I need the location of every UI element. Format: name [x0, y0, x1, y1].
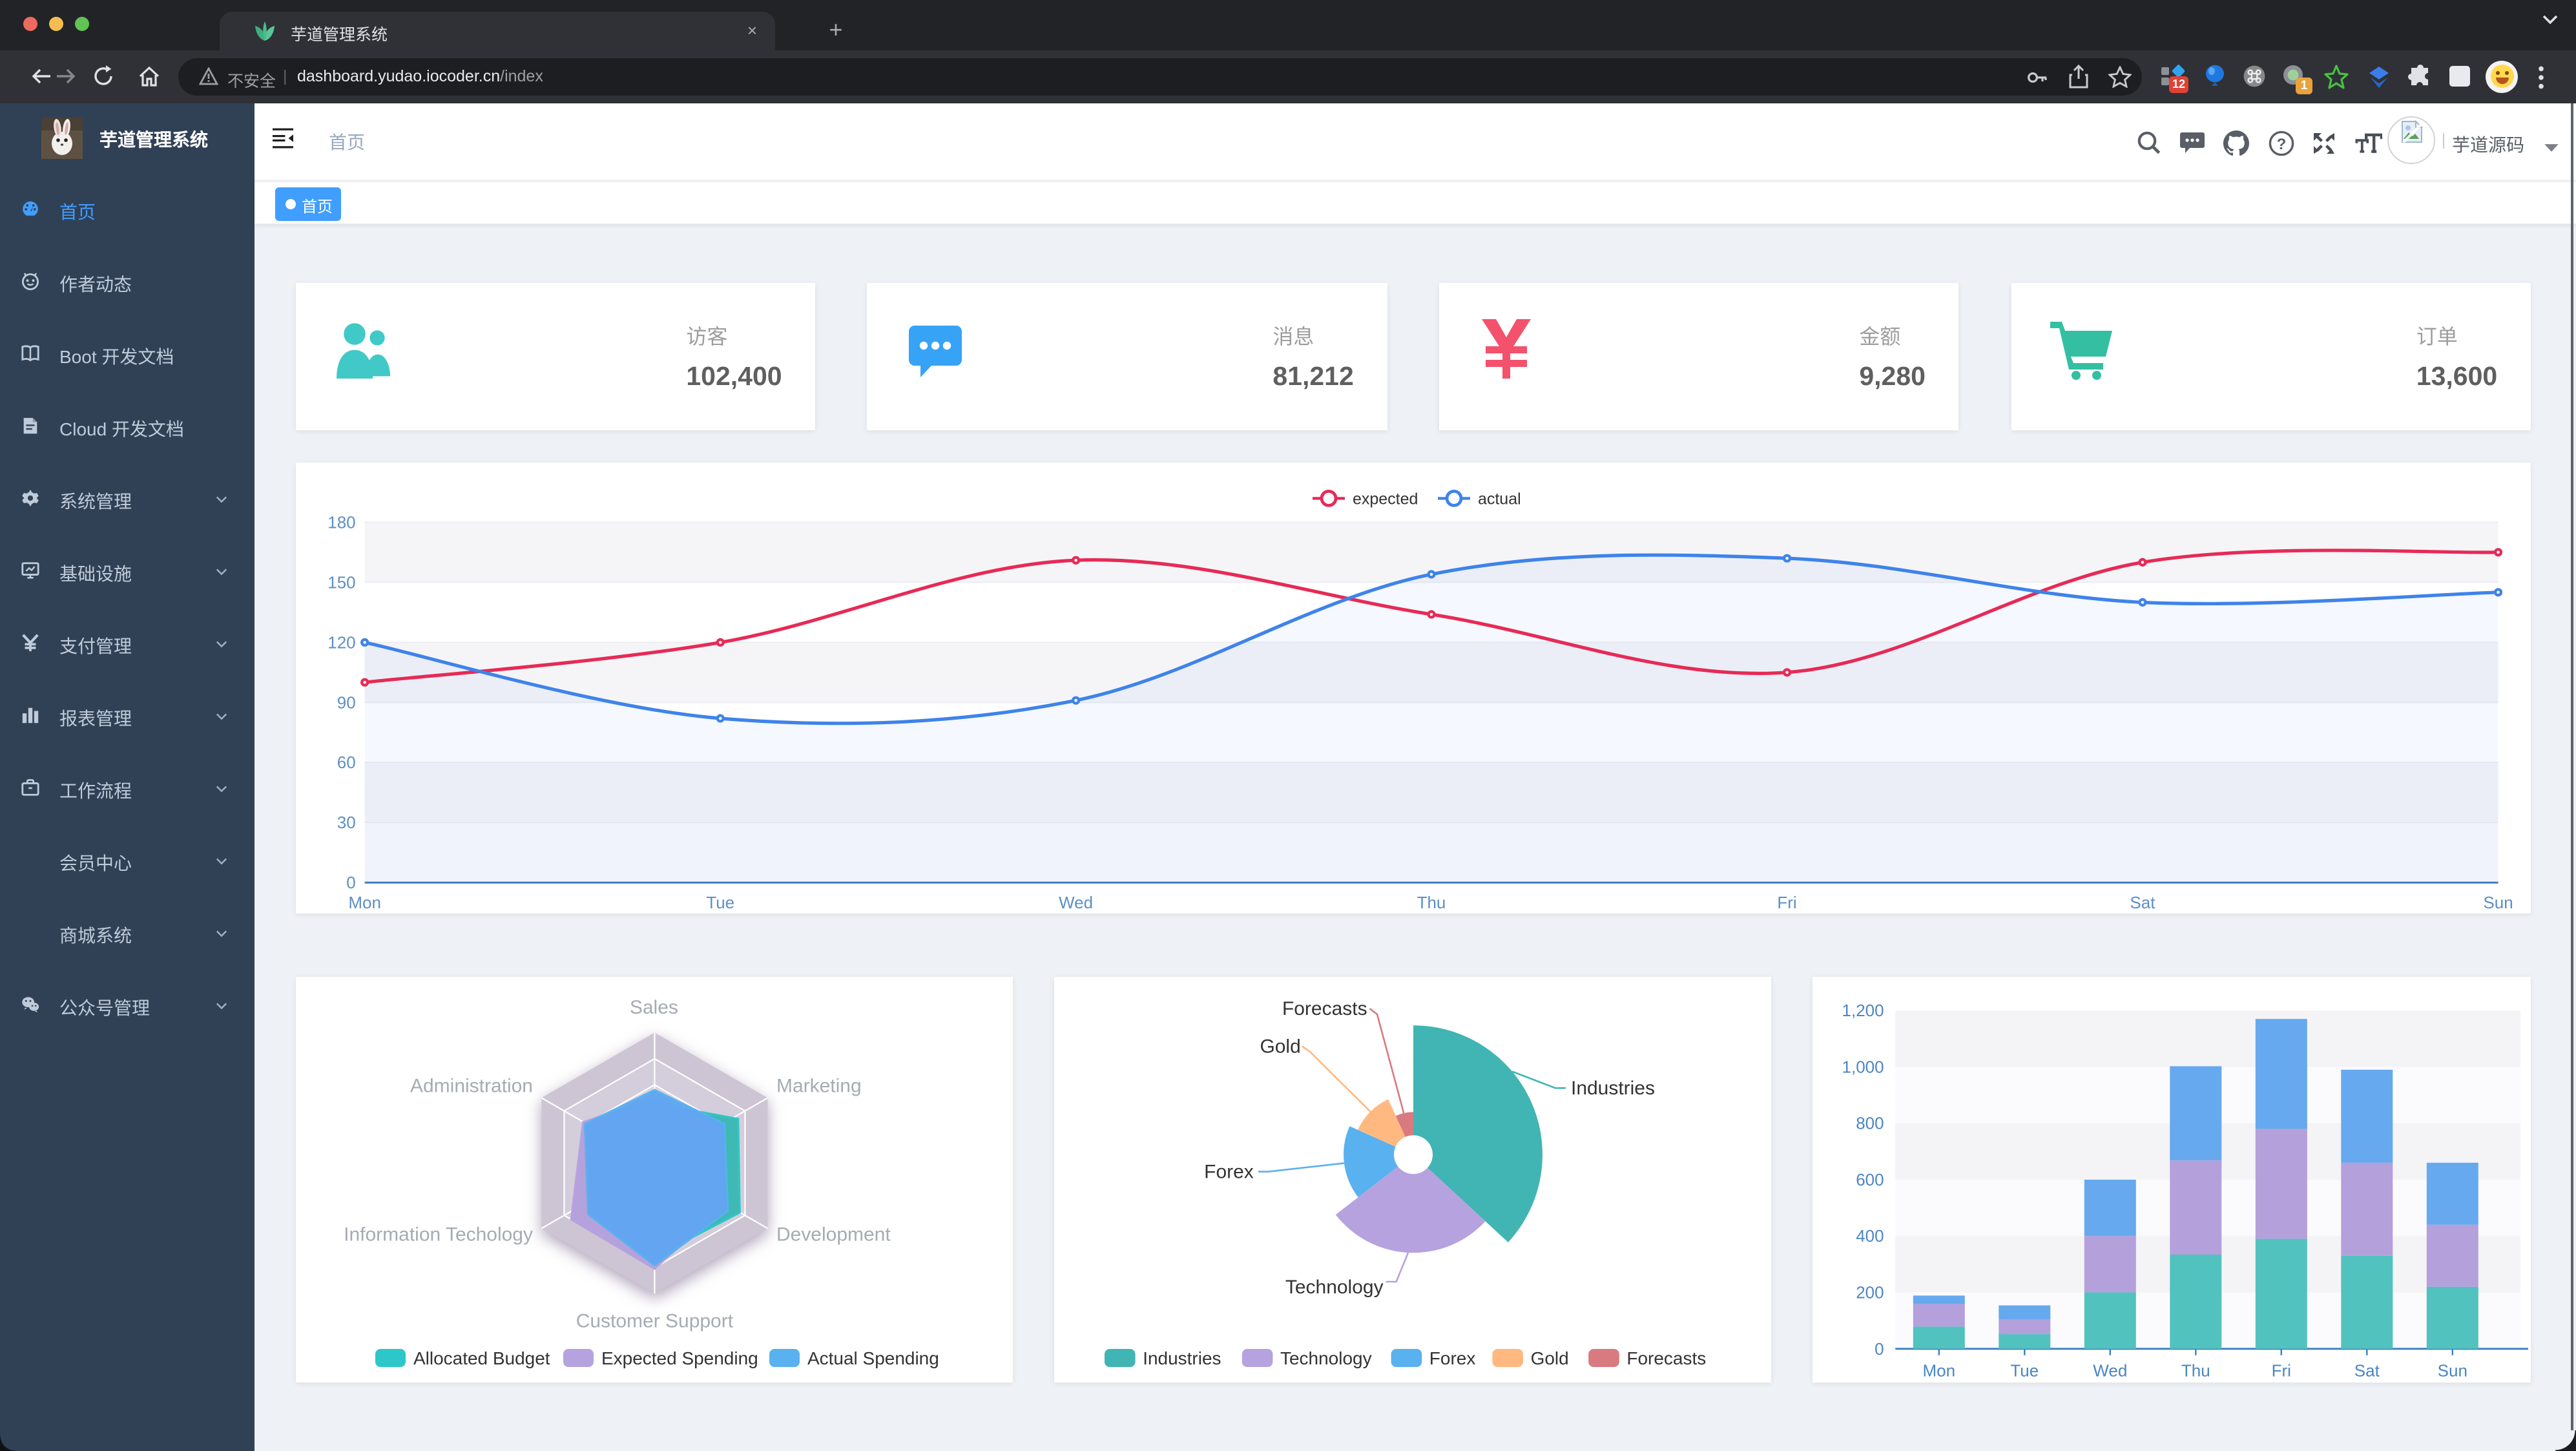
svg-text:Gold: Gold — [1260, 1035, 1300, 1056]
svg-text:200: 200 — [1856, 1282, 1884, 1301]
svg-text:800: 800 — [1856, 1113, 1884, 1133]
svg-text:180: 180 — [327, 513, 355, 532]
svg-text:Tue: Tue — [706, 893, 734, 913]
svg-text:Thu: Thu — [2181, 1360, 2210, 1379]
svg-text:Administration: Administration — [410, 1075, 532, 1096]
svg-text:Wed: Wed — [2093, 1360, 2127, 1379]
svg-text:Sun: Sun — [2483, 893, 2513, 913]
svg-text:30: 30 — [337, 813, 355, 833]
svg-text:Forecasts: Forecasts — [1626, 1348, 1706, 1368]
svg-text:Wed: Wed — [1058, 893, 1092, 913]
svg-text:Fri: Fri — [2271, 1360, 2290, 1379]
svg-text:Customer Support: Customer Support — [576, 1310, 733, 1331]
svg-text:1,200: 1,200 — [1842, 1000, 1884, 1019]
svg-text:1,000: 1,000 — [1842, 1056, 1884, 1076]
svg-text:Thu: Thu — [1417, 893, 1446, 913]
svg-text:Expected Spending: Expected Spending — [601, 1348, 758, 1368]
svg-text:?: ? — [2276, 135, 2286, 152]
svg-text:90: 90 — [337, 693, 355, 713]
svg-text:Tue: Tue — [2010, 1360, 2039, 1379]
svg-text:Information Techology: Information Techology — [344, 1223, 533, 1244]
svg-text:0: 0 — [346, 873, 355, 893]
svg-text:Allocated Budget: Allocated Budget — [413, 1348, 550, 1368]
svg-text:Actual Spending: Actual Spending — [807, 1348, 939, 1368]
svg-text:Forex: Forex — [1429, 1348, 1475, 1368]
svg-text:Sun: Sun — [2437, 1360, 2467, 1379]
svg-text:400: 400 — [1856, 1226, 1884, 1245]
svg-text:Forecasts: Forecasts — [1282, 997, 1367, 1019]
svg-text:Mon: Mon — [348, 893, 381, 913]
svg-text:Development: Development — [776, 1223, 890, 1244]
svg-text:Sat: Sat — [2354, 1360, 2380, 1379]
svg-text:Technology: Technology — [1280, 1348, 1372, 1368]
svg-text:120: 120 — [327, 633, 355, 652]
svg-text:Technology: Technology — [1285, 1276, 1383, 1297]
svg-text:0: 0 — [1875, 1339, 1884, 1358]
svg-text:Industries: Industries — [1143, 1348, 1221, 1368]
svg-text:Industries: Industries — [1571, 1077, 1655, 1098]
svg-text:expected: expected — [1352, 490, 1417, 508]
svg-text:actual: actual — [1477, 490, 1521, 508]
svg-text:150: 150 — [327, 573, 355, 592]
svg-text:Forex: Forex — [1204, 1161, 1254, 1182]
svg-text:Sales: Sales — [629, 996, 678, 1018]
svg-text:600: 600 — [1856, 1169, 1884, 1189]
svg-text:Mon: Mon — [1922, 1360, 1955, 1379]
svg-text:Gold: Gold — [1530, 1348, 1568, 1368]
svg-text:Sat: Sat — [2130, 893, 2155, 913]
svg-text:Marketing: Marketing — [776, 1075, 861, 1096]
svg-text:60: 60 — [337, 753, 355, 773]
svg-text:Fri: Fri — [1777, 893, 1796, 913]
